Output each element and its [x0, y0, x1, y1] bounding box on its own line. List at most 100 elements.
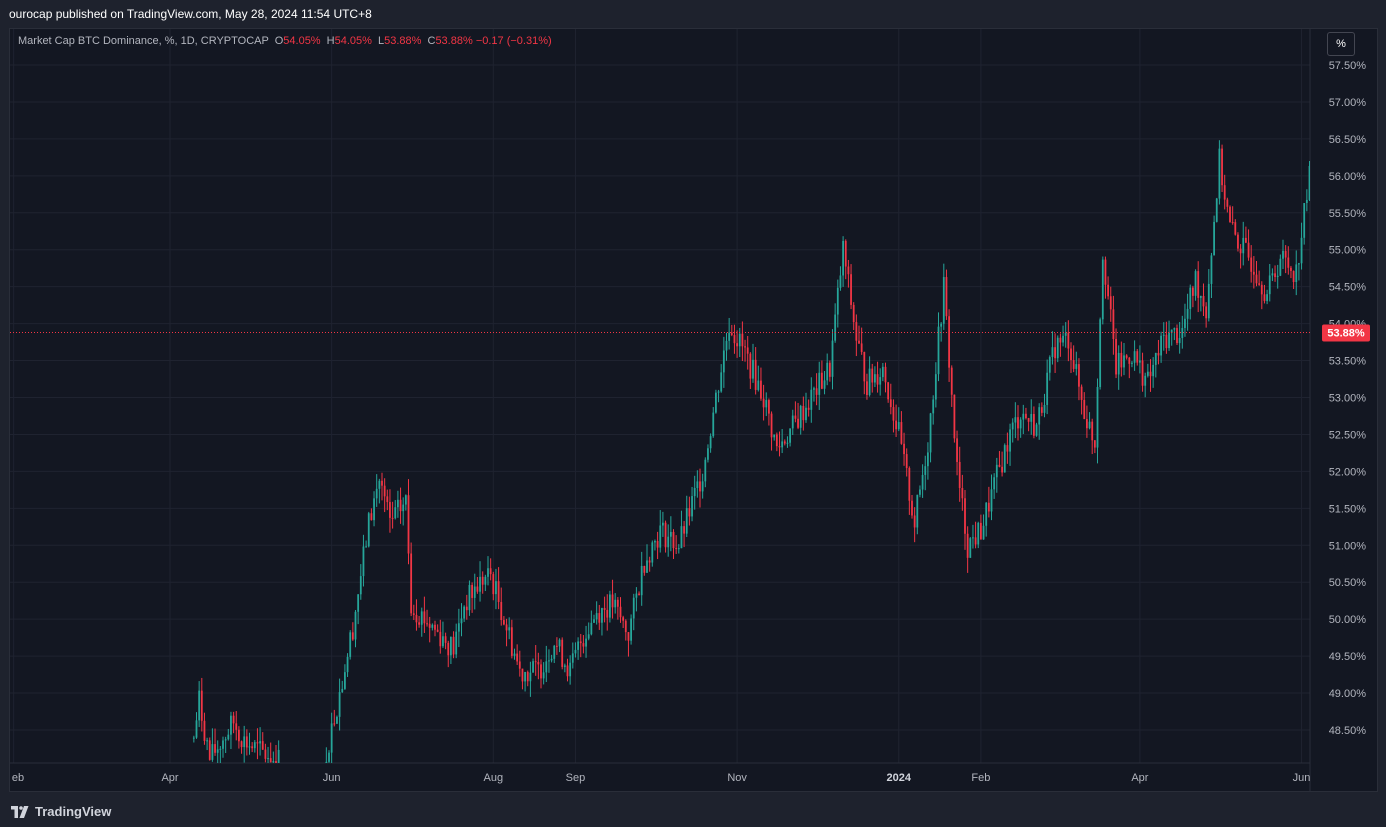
- candle-body: [874, 374, 876, 383]
- candle-body: [1067, 332, 1070, 349]
- candle-body: [770, 413, 773, 438]
- candle: [548, 649, 550, 673]
- candle: [762, 384, 765, 421]
- candle-body: [227, 734, 230, 740]
- candle: [1303, 202, 1306, 245]
- candle-body: [768, 400, 770, 414]
- y-tick-label: 52.50%: [1329, 429, 1367, 441]
- candle-body: [813, 388, 815, 390]
- candle: [1038, 403, 1041, 440]
- candle: [956, 430, 958, 476]
- candle: [1064, 322, 1067, 348]
- candle-body: [1152, 364, 1155, 377]
- candle-body: [1250, 257, 1253, 272]
- candle: [677, 544, 680, 554]
- candle: [442, 621, 444, 648]
- candle: [998, 451, 1001, 468]
- tradingview-logo[interactable]: TradingView: [11, 804, 111, 819]
- candle-body: [481, 576, 484, 585]
- candle: [836, 279, 839, 328]
- candle: [351, 622, 354, 641]
- candle-body: [815, 388, 818, 395]
- candle-body: [1099, 319, 1102, 387]
- candle-body: [744, 346, 746, 348]
- candle-body: [465, 606, 468, 611]
- candle-body: [1035, 424, 1038, 436]
- symbol-title: Market Cap BTC Dominance, %, 1D, CRYPTOC…: [18, 35, 269, 47]
- candle: [606, 594, 609, 631]
- candle: [1093, 440, 1096, 454]
- candle-body: [765, 400, 768, 408]
- candle: [513, 648, 516, 660]
- candle-body: [919, 489, 921, 495]
- candle-body: [431, 624, 434, 628]
- candle-body: [426, 623, 428, 625]
- candle-body: [895, 420, 897, 430]
- candle-body: [1189, 287, 1192, 309]
- candle-body: [987, 502, 990, 512]
- candle: [1104, 256, 1107, 299]
- candle: [839, 266, 842, 291]
- candle: [516, 644, 519, 665]
- candle: [593, 614, 595, 623]
- candle: [561, 637, 564, 670]
- candle: [1239, 244, 1242, 269]
- y-tick-label: 50.00%: [1329, 614, 1367, 626]
- percent-scale-button[interactable]: %: [1327, 32, 1355, 56]
- chart-frame[interactable]: [9, 28, 1378, 792]
- candle: [789, 428, 791, 447]
- candle: [601, 607, 603, 636]
- candle-body: [826, 362, 829, 381]
- candle-body: [651, 542, 654, 563]
- candle: [863, 351, 866, 395]
- candle-body: [656, 541, 659, 548]
- candle: [879, 368, 882, 396]
- candle: [847, 259, 850, 288]
- candle-body: [1205, 306, 1208, 319]
- candle: [1117, 345, 1120, 390]
- candle-body: [969, 538, 972, 558]
- candle: [733, 324, 736, 354]
- candle-body: [662, 522, 664, 526]
- candle: [444, 632, 447, 650]
- candle: [1043, 393, 1046, 418]
- candle-body: [889, 399, 892, 408]
- candle-body: [908, 468, 911, 501]
- candle-body: [1258, 283, 1261, 285]
- candle: [1091, 418, 1094, 455]
- candle: [373, 491, 375, 527]
- candle: [656, 531, 659, 560]
- candle: [699, 468, 701, 508]
- candle: [526, 670, 529, 687]
- candle-body: [1178, 338, 1181, 344]
- candle-body: [1075, 364, 1078, 369]
- candle: [1258, 270, 1261, 286]
- candle-body: [667, 536, 670, 548]
- candle: [341, 680, 344, 693]
- candle-body: [500, 601, 503, 621]
- candle-body: [746, 347, 749, 354]
- candle: [587, 622, 590, 641]
- candle: [1247, 229, 1250, 261]
- candle: [1202, 283, 1205, 317]
- close-value: 53.88%: [435, 35, 473, 47]
- candle-body: [587, 634, 590, 639]
- candle: [389, 489, 391, 533]
- candle-body: [359, 576, 362, 595]
- candle: [980, 514, 982, 540]
- candle-body: [948, 316, 950, 368]
- publish-info: ourocap published on TradingView.com, Ma…: [9, 7, 372, 21]
- candle: [232, 711, 235, 734]
- candle: [585, 625, 587, 658]
- candle: [1199, 295, 1202, 312]
- candle-body: [868, 368, 871, 396]
- candle-body: [420, 611, 423, 625]
- candle-body: [881, 366, 884, 378]
- candle: [1080, 384, 1083, 415]
- candle: [895, 404, 897, 437]
- open-value: 54.05%: [283, 35, 321, 47]
- candle: [540, 659, 542, 689]
- candle: [1003, 443, 1006, 473]
- candle-body: [455, 631, 458, 655]
